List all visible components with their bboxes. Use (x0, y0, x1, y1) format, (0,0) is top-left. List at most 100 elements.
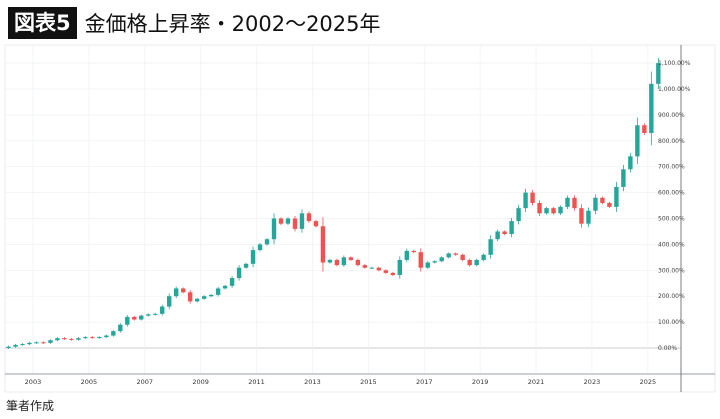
candle-body (48, 340, 53, 343)
x-tick-label: 2009 (192, 378, 209, 386)
candle-body (488, 239, 493, 255)
candle-body (153, 313, 158, 315)
x-tick-label: 2023 (584, 378, 601, 386)
candle-body (306, 213, 312, 222)
candle (139, 314, 144, 321)
candle (572, 195, 577, 211)
candle (20, 343, 25, 346)
y-tick-label: 0.00% (658, 345, 677, 352)
candle (215, 286, 221, 297)
candle (509, 217, 514, 238)
candle-body (558, 206, 563, 214)
candle (111, 330, 116, 337)
candle-body (355, 259, 361, 266)
candle (48, 339, 53, 344)
candle-body (544, 208, 549, 214)
candle (90, 336, 95, 339)
candle (474, 258, 479, 267)
candle-body (69, 338, 74, 340)
candle (201, 295, 207, 300)
candle-body (299, 213, 305, 229)
candle-body (173, 288, 179, 297)
candle (125, 314, 130, 327)
candle (6, 345, 11, 350)
figure-label: 図表5 (8, 7, 77, 39)
x-tick-label: 2007 (136, 378, 153, 386)
candle (397, 256, 402, 279)
candle-body (369, 267, 375, 269)
candle (320, 217, 326, 272)
candle-body (83, 337, 88, 339)
candle (593, 194, 598, 214)
candle-body (139, 315, 144, 320)
x-tick-label: 2011 (248, 378, 265, 386)
candle (41, 341, 46, 344)
candle (180, 287, 186, 294)
candle (537, 200, 542, 216)
x-axis-labels: 2003 2005 2007 2009 2011 2013 2015 2017 2019 2021… (25, 378, 656, 386)
candle-body (250, 250, 256, 264)
candle (264, 237, 270, 246)
candle (83, 336, 88, 340)
candle (642, 123, 647, 135)
candle (516, 204, 521, 225)
candle (439, 256, 444, 263)
candle (13, 343, 18, 348)
candle-body (432, 261, 437, 263)
candle (153, 312, 158, 316)
candle-body (104, 335, 109, 338)
candle (69, 337, 74, 341)
candle-body (446, 253, 451, 258)
candle (362, 264, 368, 269)
candle-body (425, 262, 430, 268)
candle (656, 57, 661, 89)
candle-body (481, 254, 486, 260)
candle (425, 261, 430, 270)
candle (250, 246, 256, 268)
candle-body (376, 267, 382, 271)
y-tick-label: 100.00% (658, 319, 685, 326)
candle-body (236, 267, 242, 279)
x-tick-label: 2005 (81, 378, 98, 386)
candle (173, 286, 179, 299)
candle (523, 188, 528, 213)
candle-body (495, 231, 500, 240)
candle (334, 258, 340, 267)
candle-body (614, 186, 619, 207)
candle (299, 209, 305, 233)
candle-body (160, 306, 165, 314)
candle (488, 235, 493, 259)
y-tick-label: 500.00% (658, 216, 685, 223)
candle-body (90, 337, 95, 339)
candle-body (292, 218, 298, 229)
candle-body (607, 202, 612, 207)
candle-body (118, 324, 123, 332)
candle (607, 201, 612, 208)
candle (341, 255, 347, 268)
candle (229, 276, 235, 288)
candle (453, 252, 458, 256)
candle (194, 297, 200, 303)
candle-body (257, 244, 263, 251)
candles (6, 57, 661, 350)
candle-body (404, 250, 409, 260)
candle-body (467, 259, 472, 266)
candle-body (439, 257, 444, 262)
candle-body (278, 218, 284, 224)
candle (481, 253, 486, 262)
candle (187, 290, 193, 304)
x-tick-label: 2019 (472, 378, 489, 386)
candle-body (362, 265, 368, 268)
candle-body (334, 259, 340, 266)
candle-body (271, 218, 277, 240)
candle (104, 334, 109, 339)
candle-body (572, 197, 577, 209)
candle-body (579, 208, 584, 224)
candle (432, 260, 437, 264)
candle (160, 304, 165, 316)
candle (167, 293, 172, 310)
candle (132, 315, 137, 321)
candle-body (635, 125, 640, 157)
candle (446, 252, 451, 259)
candle (530, 190, 535, 206)
